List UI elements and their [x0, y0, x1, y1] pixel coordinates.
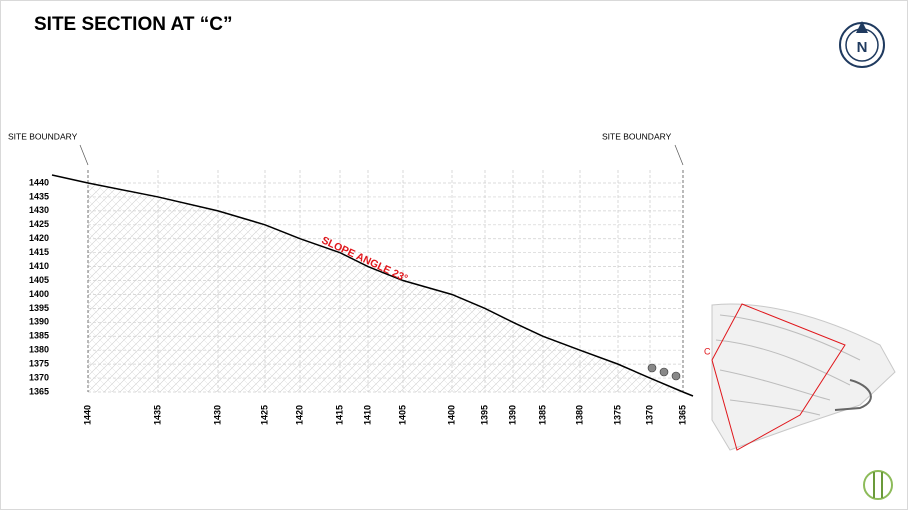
y-tick-label: 1410	[29, 261, 49, 271]
title: SITE SECTION AT “C”	[34, 14, 232, 35]
x-tick-label: 1405	[397, 405, 407, 425]
x-tick-label: 1385	[537, 405, 547, 425]
x-tick-label: 1375	[612, 405, 622, 425]
x-tick-label: 1390	[507, 405, 517, 425]
x-tick-label: 1420	[294, 405, 304, 425]
boundary-label: SITE BOUNDARY	[8, 131, 78, 141]
y-tick-label: 1420	[29, 233, 49, 243]
x-tick-label: 1430	[212, 405, 222, 425]
map-marker: C	[704, 346, 711, 356]
logo	[863, 470, 893, 500]
y-tick-label: 1370	[29, 372, 49, 382]
tree	[647, 363, 657, 373]
y-tick-label: 1435	[29, 191, 49, 201]
x-tick-label: 1400	[446, 405, 456, 425]
y-tick-label: 1395	[29, 303, 49, 313]
y-tick-label: 1430	[29, 205, 49, 215]
profile-line	[87, 182, 684, 393]
y-tick-label: 1425	[29, 219, 49, 229]
x-tick-label: 1435	[152, 405, 162, 425]
x-tick-label: 1410	[362, 405, 372, 425]
tree	[659, 367, 669, 377]
site-map: C	[704, 303, 896, 451]
y-tick-label: 1415	[29, 247, 49, 257]
x-tick-label: 1395	[479, 405, 489, 425]
hatch-fill	[88, 183, 683, 392]
y-tick-label: 1365	[29, 386, 49, 396]
x-tick-label: 1380	[574, 405, 584, 425]
x-tick-label: 1370	[644, 405, 654, 425]
x-tick-label: 1365	[677, 405, 687, 425]
x-tick-label: 1415	[334, 405, 344, 425]
y-tick-label: 1390	[29, 317, 49, 327]
y-tick-label: 1405	[29, 275, 49, 285]
boundary-leader	[79, 144, 89, 166]
x-tick-label: 1440	[82, 405, 92, 425]
boundary-leader	[674, 144, 684, 166]
tree	[671, 371, 681, 381]
boundary-label: SITE BOUNDARY	[602, 131, 672, 141]
y-tick-label: 1375	[29, 359, 49, 369]
x-tick-label: 1425	[259, 405, 269, 425]
north-arrow: N	[839, 21, 885, 68]
y-tick-label: 1380	[29, 345, 49, 355]
plot: 1365 1370 1375 1380 1385 1390 1395 1400 1405 1410…	[8, 131, 694, 425]
profile-extension	[51, 174, 694, 397]
y-tick-label: 1440	[29, 177, 49, 187]
y-tick-label: 1400	[29, 289, 49, 299]
north-label: N	[857, 39, 868, 56]
y-tick-label: 1385	[29, 331, 49, 341]
